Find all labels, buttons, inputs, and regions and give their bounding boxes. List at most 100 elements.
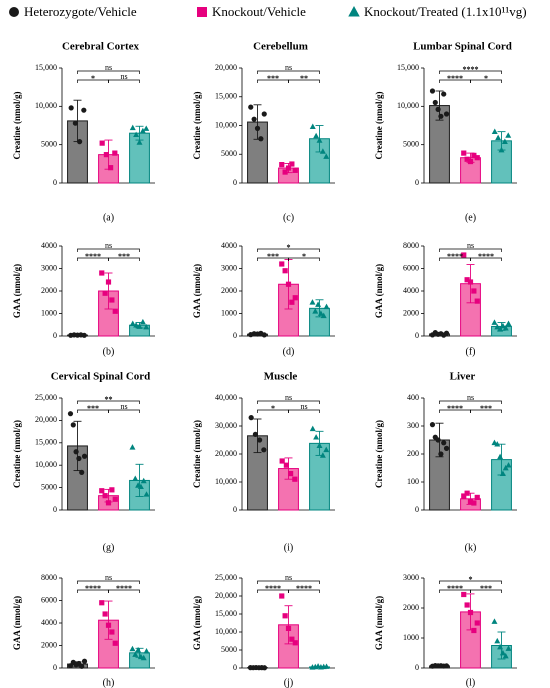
data-point [499,322,506,329]
significance-bracket [439,248,502,252]
y-tick-label: 0 [53,505,57,514]
significance-bracket [288,257,320,261]
legend-marker [9,7,19,17]
data-point [471,152,477,158]
data-point [68,105,74,111]
data-point [112,496,118,502]
y-tick-label: 20,000 [35,415,57,424]
significance-label: **** [447,584,463,593]
significance-label: ns [467,241,474,250]
data-point [99,488,105,494]
data-point [461,252,467,258]
y-tick-label: 25,000 [35,393,57,402]
significance-label: **** [116,584,132,593]
data-point [491,128,498,134]
data-point [129,444,136,450]
data-point [497,643,504,650]
y-tick-label: 3000 [403,573,419,582]
panel-title: Cerebral Cortex [62,41,140,53]
data-point [292,295,298,301]
significance-bracket [439,580,502,584]
data-point [109,629,115,635]
significance-bracket [439,400,502,404]
data-point [491,618,498,624]
data-point [323,153,330,159]
panel-label: (e) [465,212,476,223]
data-point [140,654,147,661]
y-tick-label: 10,000 [215,627,237,636]
y-tick-label: 0 [415,505,419,514]
significance-bracket [470,79,502,83]
y-tick-label: 6000 [403,263,419,272]
significance-label: *** [480,404,492,413]
y-tick-label: 0 [415,663,419,672]
significance-label: * [302,252,306,261]
data-point [105,279,112,285]
y-tick-label: 15,000 [35,63,57,72]
data-point [438,113,444,119]
data-point [505,320,512,326]
significance-label: ns [105,241,112,250]
data-point [464,277,470,283]
data-point [258,136,264,142]
data-point [81,332,87,338]
y-tick-label: 5000 [221,149,237,158]
y-tick-label: 30,000 [215,421,237,430]
y-tick-label: 15,000 [215,609,237,618]
data-point [491,319,498,325]
data-point [467,499,474,505]
significance-label: ** [300,74,308,83]
data-point [467,158,474,165]
y-tick-label: 0 [233,178,237,187]
data-point [323,663,330,669]
data-point [132,651,139,657]
data-point [257,437,263,443]
panel-label: (g) [103,542,115,553]
data-point [443,445,450,451]
y-tick-label: 2000 [403,308,419,317]
data-point [323,446,330,453]
y-tick-label: 400 [407,393,419,402]
data-point [285,165,292,171]
data-point [105,500,112,506]
y-tick-label: 10,000 [397,101,419,110]
data-point [112,640,118,646]
significance-bracket [439,70,502,74]
data-point [501,138,508,144]
significance-label: *** [87,404,99,413]
legend-label: Heterozygote/Vehicle [24,4,137,19]
data-point [282,268,288,274]
data-point [441,91,447,97]
significance-label: **** [478,252,494,261]
y-tick-label: 0 [415,331,419,340]
data-point [505,645,512,651]
data-point [292,167,298,173]
y-axis-label: Creatine (nmol/g) [12,91,22,159]
data-point [137,483,144,490]
panel-label: (b) [103,346,115,357]
y-tick-label: 10,000 [35,101,57,110]
y-tick-label: 5000 [41,482,57,491]
data-point [435,106,441,112]
legend-label: Knockout/Vehicle [212,4,306,19]
data-point [464,490,470,496]
data-point [112,308,118,314]
significance-label: **** [447,74,463,83]
data-point [112,150,118,156]
data-point [320,312,327,319]
data-point [312,308,319,314]
data-point [129,320,136,326]
data-point [108,165,114,171]
significance-bracket [108,257,140,261]
significance-bracket [77,248,140,252]
significance-label: **** [447,404,463,413]
data-point [140,477,147,484]
significance-label: **** [463,65,479,74]
data-point [494,637,501,644]
data-point [251,116,257,122]
data-point [139,318,146,325]
y-tick-label: 0 [233,663,237,672]
data-point [471,288,477,294]
significance-label: ns [105,63,112,72]
